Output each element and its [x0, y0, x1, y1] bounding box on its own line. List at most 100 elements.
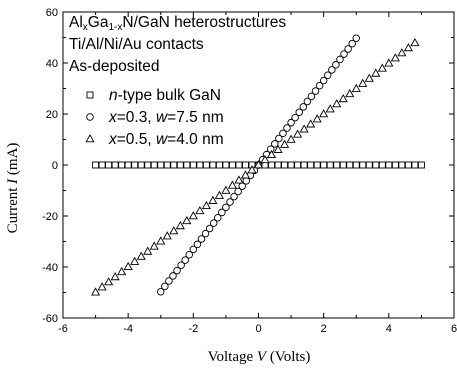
data-point-triangle [247, 165, 257, 174]
data-point-circle [340, 50, 348, 58]
y-axis-label: Current I (mA) [5, 143, 21, 234]
data-point-circle [275, 134, 283, 143]
legend-label-bulk: n-type bulk GaN [109, 87, 221, 104]
data-point-circle [283, 124, 291, 132]
data-point-circle [201, 229, 210, 238]
data-point-triangle [273, 144, 283, 153]
annotation-title: AlxGa1-xN/GaN heterostructures [69, 14, 286, 33]
x-tick-label: 4 [386, 323, 392, 335]
data-point-square [320, 161, 328, 169]
y-tick-label: -40 [42, 262, 58, 274]
data-point-square [352, 161, 360, 169]
legend-symbol-circle [86, 113, 94, 121]
data-point-triangle [221, 185, 231, 194]
legend-marker-square [86, 91, 94, 99]
data-point-square [111, 161, 119, 169]
series-triangle [91, 37, 420, 296]
data-point-square [92, 161, 100, 169]
data-point-square [183, 161, 191, 169]
data-point-triangle [169, 226, 179, 235]
data-point-circle [173, 266, 181, 275]
data-point-circle [279, 129, 287, 138]
data-point-square [385, 161, 393, 169]
x-tick-label: 0 [255, 323, 261, 335]
data-point-circle [352, 34, 361, 43]
data-point-triangle [364, 73, 374, 82]
data-point-square [215, 161, 223, 169]
legend-symbol-square [86, 91, 94, 99]
data-point-triangle [325, 104, 335, 113]
data-point-square [326, 161, 334, 169]
data-point-square [170, 161, 178, 169]
data-point-triangle [338, 94, 348, 103]
data-point-circle [299, 103, 308, 111]
data-point-triangle [253, 160, 264, 169]
data-point-triangle [306, 119, 316, 128]
data-point-triangle [195, 205, 205, 215]
data-markers [91, 34, 425, 296]
data-point-circle [218, 208, 226, 217]
data-point-circle [209, 219, 218, 227]
data-point-triangle [410, 37, 420, 47]
data-point-circle [161, 282, 169, 291]
x-tick-label: -4 [123, 323, 133, 335]
data-point-square [131, 161, 139, 169]
x-tick-label: -2 [188, 323, 198, 335]
data-point-square [242, 161, 249, 169]
data-point-triangle [104, 277, 114, 286]
data-point-square [196, 161, 204, 169]
legend-marker-triangle [85, 134, 95, 143]
y-tick-label: 60 [46, 7, 58, 19]
data-point-circle [319, 76, 328, 85]
data-point-circle [315, 81, 324, 90]
data-point-triangle [188, 211, 198, 220]
data-point-triangle [390, 53, 400, 62]
data-point-triangle [345, 88, 355, 98]
data-point-triangle [97, 282, 107, 291]
y-tick-label: -60 [42, 313, 58, 325]
data-point-circle [348, 39, 356, 48]
data-point-circle [344, 45, 352, 53]
y-tick-label: -20 [42, 211, 58, 223]
data-point-circle [185, 251, 194, 259]
data-point-circle [230, 192, 238, 201]
data-point-square [307, 161, 315, 169]
data-point-square [346, 161, 354, 169]
data-point-square [268, 161, 275, 169]
data-point-square [339, 161, 347, 169]
data-point-circle [156, 287, 165, 296]
data-point-circle [177, 261, 185, 269]
data-point-triangle [332, 99, 342, 108]
data-point-square [372, 161, 380, 169]
y-tick-label: 20 [46, 109, 58, 121]
data-point-circle [205, 224, 214, 233]
data-point-triangle [319, 109, 329, 118]
data-point-triangle [377, 63, 387, 72]
data-point-triangle [279, 139, 290, 148]
data-point-circle [271, 140, 279, 148]
data-point-square [118, 161, 126, 169]
data-point-triangle [214, 190, 224, 199]
data-point-square [378, 161, 386, 169]
data-point-triangle [312, 114, 322, 123]
data-point-triangle [358, 78, 368, 87]
data-point-circle [307, 92, 316, 101]
data-point-circle [336, 55, 344, 64]
data-point-triangle [136, 251, 146, 260]
data-point-triangle [227, 180, 238, 189]
x-tick-label: 6 [451, 323, 457, 335]
data-point-circle [214, 214, 222, 222]
annotation-condition: As-deposited [69, 58, 159, 75]
data-point-circle [189, 245, 198, 254]
data-point-circle [226, 198, 234, 206]
data-point-triangle [149, 241, 159, 250]
data-point-triangle [384, 58, 394, 67]
data-point-triangle [201, 200, 211, 210]
legend-label-x03: x=0.3, w=7.5 nm [108, 109, 224, 126]
data-point-square [274, 161, 282, 169]
y-tick-label: 0 [52, 160, 58, 172]
data-point-triangle [371, 68, 381, 77]
data-point-triangle [397, 48, 407, 57]
data-point-square [404, 161, 412, 169]
